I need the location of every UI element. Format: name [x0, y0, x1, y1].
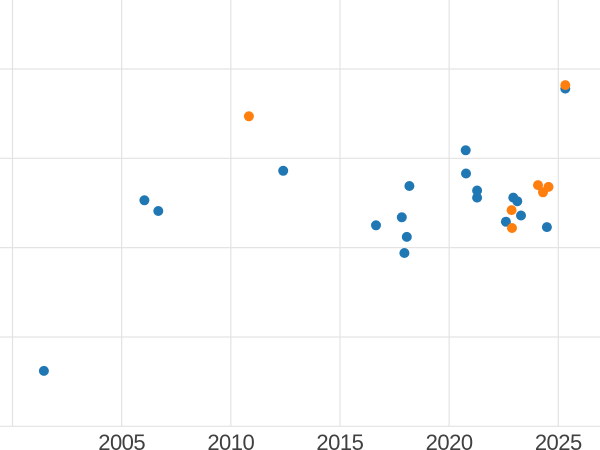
data-point-blue: [278, 165, 289, 176]
data-point-blue: [472, 192, 483, 203]
data-point-blue: [516, 210, 526, 221]
data-point-blue: [500, 216, 511, 227]
data-point-blue: [371, 220, 381, 231]
data-point-blue: [541, 222, 552, 233]
data-point-blue: [512, 196, 523, 207]
data-point-blue: [472, 185, 483, 196]
x-tick-label-2005: 2005: [98, 430, 146, 450]
data-point-orange: [507, 223, 517, 233]
data-point-blue: [401, 231, 412, 242]
data-point-blue: [153, 206, 164, 216]
x-tick-label-2010: 2010: [207, 430, 255, 450]
data-point-blue: [399, 248, 410, 258]
data-point-blue: [404, 181, 415, 191]
data-point-blue: [38, 365, 49, 376]
data-point-orange: [533, 180, 543, 191]
data-point-blue: [461, 168, 471, 179]
data-point-orange: [560, 80, 571, 91]
data-point-orange: [506, 205, 517, 216]
data-point-blue: [460, 145, 471, 156]
x-tick-label-2025: 2025: [534, 430, 582, 450]
data-point-orange: [243, 111, 254, 122]
data-point-orange: [538, 187, 548, 198]
data-point-blue: [396, 212, 407, 223]
x-tick-label-2015: 2015: [316, 430, 364, 450]
data-point-blue: [139, 195, 150, 206]
x-tick-label-2020: 2020: [425, 430, 473, 450]
